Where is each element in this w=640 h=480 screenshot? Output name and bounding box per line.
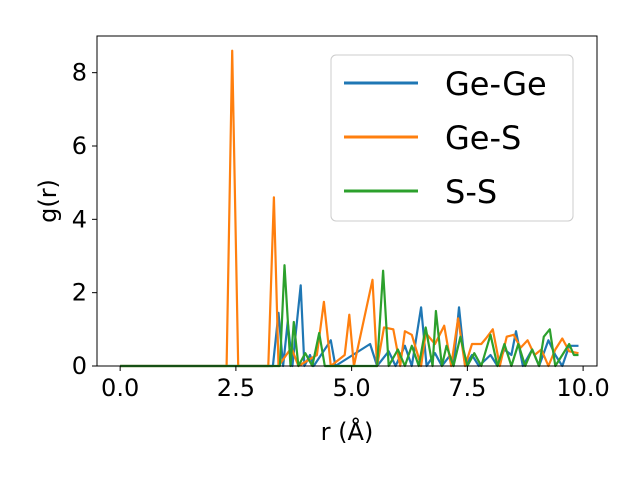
legend-label: Ge-Ge [445,65,547,103]
y-axis-label: g(r) [34,179,62,223]
x-tick-label: 7.5 [448,374,486,402]
legend: Ge-Ge Ge-S S-S [330,54,574,222]
y-tick-label: 4 [72,205,87,233]
plot-frame [96,35,598,367]
x-tick-label: 5.0 [333,374,371,402]
x-tick-label: 10.0 [556,374,609,402]
legend-label: S-S [445,173,497,211]
y-axis: 0 2 4 6 8 [72,59,97,380]
legend-box [330,54,574,222]
series-line-s-s [120,264,579,368]
x-axis: 0.0 2.5 5.0 7.5 10.0 [101,366,610,402]
series-line-ge-ge [120,284,579,368]
legend-label: Ge-S [445,119,521,157]
y-tick-label: 8 [72,59,87,87]
x-tick-label: 2.5 [217,374,255,402]
y-tick-label: 2 [72,279,87,307]
y-tick-label: 6 [72,132,87,160]
y-tick-label: 0 [72,352,87,380]
x-tick-label: 0.0 [101,374,139,402]
x-axis-label: r (Å) [321,417,374,446]
